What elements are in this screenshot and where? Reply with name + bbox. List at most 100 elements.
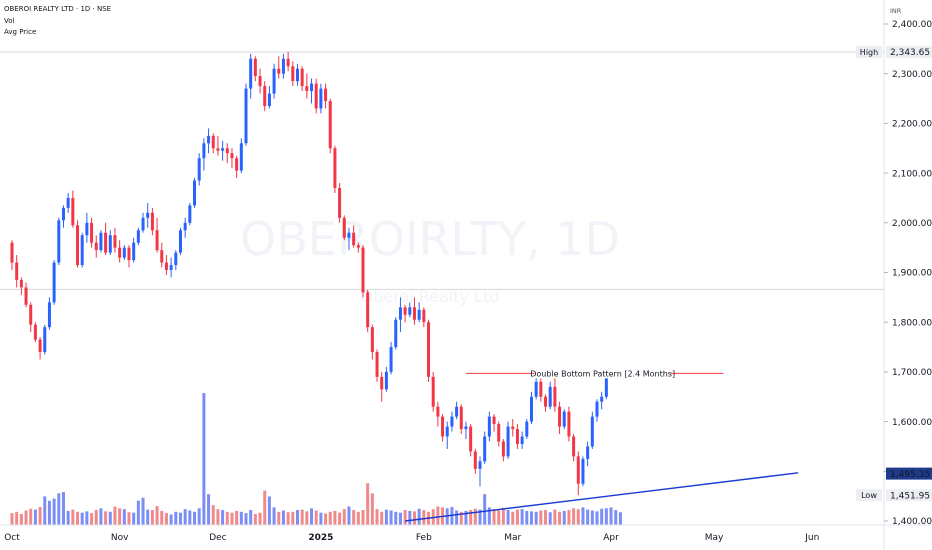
candle-body-103 [492, 416, 496, 425]
volume-bar-10 [57, 493, 61, 525]
candle-body-74 [356, 245, 360, 248]
candle-body-20 [104, 232, 108, 253]
candle-body-86 [412, 307, 416, 320]
volume-bar-8 [47, 500, 51, 525]
double-bottom-label-bg [534, 368, 671, 379]
volume-bar-17 [90, 513, 94, 525]
candle-body-104 [497, 424, 501, 442]
volume-bar-78 [375, 509, 379, 525]
volume-bar-81 [389, 510, 393, 525]
candle-body-84 [403, 307, 407, 315]
candle-body-58 [281, 58, 285, 74]
x-tick-label-apr: Apr [603, 533, 619, 543]
volume-bar-63 [305, 511, 309, 525]
support-trendline [405, 472, 799, 522]
volume-bar-52 [253, 514, 257, 525]
candle-body-31 [155, 230, 159, 251]
volume-bar-106 [506, 510, 510, 525]
volume-bar-75 [361, 510, 365, 525]
y-tick-label-0: 2,400.00 [892, 20, 932, 30]
volume-bar-20 [104, 511, 108, 525]
candle-body-99 [473, 451, 477, 469]
candle-body-6 [38, 339, 42, 353]
price-axis[interactable]: 2,400.00 2,300.00 2,200.00 2,100.00 2,000.00… [884, 20, 932, 527]
volume-bar-114 [544, 510, 548, 525]
candle-body-68 [328, 101, 332, 149]
candle-body-114 [544, 396, 548, 407]
volume-bar-14 [76, 511, 80, 525]
candle-body-82 [394, 319, 398, 348]
x-tick-label-mar: Mar [504, 533, 521, 543]
candle-body-29 [146, 212, 150, 218]
volume-bar-31 [155, 506, 159, 525]
candle-body-105 [501, 441, 505, 457]
candle-body-118 [562, 411, 566, 427]
candle-body-39 [193, 180, 197, 206]
candle-body-43 [211, 135, 215, 149]
candle-body-72 [347, 232, 351, 238]
candle-body-33 [164, 262, 168, 271]
candle-body-54 [263, 86, 267, 107]
candle-body-57 [277, 68, 281, 74]
candle-body-16 [85, 222, 89, 236]
candle-body-126 [600, 396, 604, 402]
volume-bar-26 [132, 512, 136, 525]
candle-body-23 [118, 247, 122, 258]
volume-bar-62 [300, 509, 304, 525]
candle-body-113 [539, 381, 543, 397]
overlays: Double Bottom Pattern [2.4 Months] [405, 368, 799, 522]
candle-body-8 [47, 302, 51, 328]
candle-body-10 [57, 220, 61, 263]
candle-body-66 [319, 88, 323, 109]
volume-bar-99 [473, 508, 477, 525]
high-badge-bg [886, 46, 932, 59]
candle-body-70 [338, 188, 342, 218]
candle-body-71 [342, 217, 346, 238]
volume-indicator-label[interactable]: Vol [4, 17, 15, 25]
volume-bar-94 [450, 506, 454, 525]
volume-bar-50 [244, 513, 248, 525]
volume-bar-95 [455, 510, 459, 525]
candle-body-28 [141, 217, 145, 231]
volume-bar-51 [249, 510, 253, 525]
volume-bar-67 [324, 513, 328, 525]
volume-bar-58 [281, 510, 285, 525]
candle-body-109 [520, 436, 524, 444]
candle-body-73 [352, 232, 356, 246]
candle-body-0 [10, 242, 14, 263]
y-tick-label-3: 2,100.00 [892, 169, 932, 179]
candle-body-15 [80, 235, 84, 266]
volume-bar-39 [193, 511, 197, 525]
candle-body-30 [150, 212, 154, 231]
volume-bar-59 [286, 512, 290, 525]
high-badge-tag-bg [856, 46, 882, 59]
y-tick-label-4: 2,000.00 [892, 219, 932, 229]
candle-body-67 [324, 88, 328, 102]
volume-bar-40 [197, 508, 201, 525]
volume-bar-65 [314, 510, 318, 525]
candle-body-5 [33, 324, 37, 340]
candle-body-2 [19, 279, 23, 288]
volume-bar-19 [99, 508, 103, 525]
candle-body-94 [450, 416, 454, 427]
symbol-title[interactable]: OBEROI REALTY LTD · 1D · NSE [4, 5, 112, 13]
time-axis[interactable]: Oct Nov Dec 2025 Feb Mar Apr May Jun [4, 533, 819, 543]
volume-bar-1 [15, 511, 19, 525]
candle-body-60 [291, 66, 295, 82]
candle-body-100 [478, 461, 482, 469]
volume-bar-129 [614, 510, 618, 525]
x-tick-label-2025: 2025 [308, 533, 333, 543]
reference-lines [0, 51, 884, 290]
volume-bar-98 [469, 510, 473, 525]
candle-body-55 [267, 93, 271, 107]
candle-body-123 [586, 446, 590, 459]
volume-bar-22 [113, 506, 117, 525]
candle-body-63 [305, 86, 309, 92]
volume-bar-68 [328, 511, 332, 525]
candle-body-14 [76, 225, 80, 266]
candle-body-117 [558, 406, 562, 427]
candle-body-122 [581, 458, 585, 484]
avg-price-indicator-label[interactable]: Avg Price [4, 28, 37, 36]
volume-bar-87 [417, 508, 421, 525]
